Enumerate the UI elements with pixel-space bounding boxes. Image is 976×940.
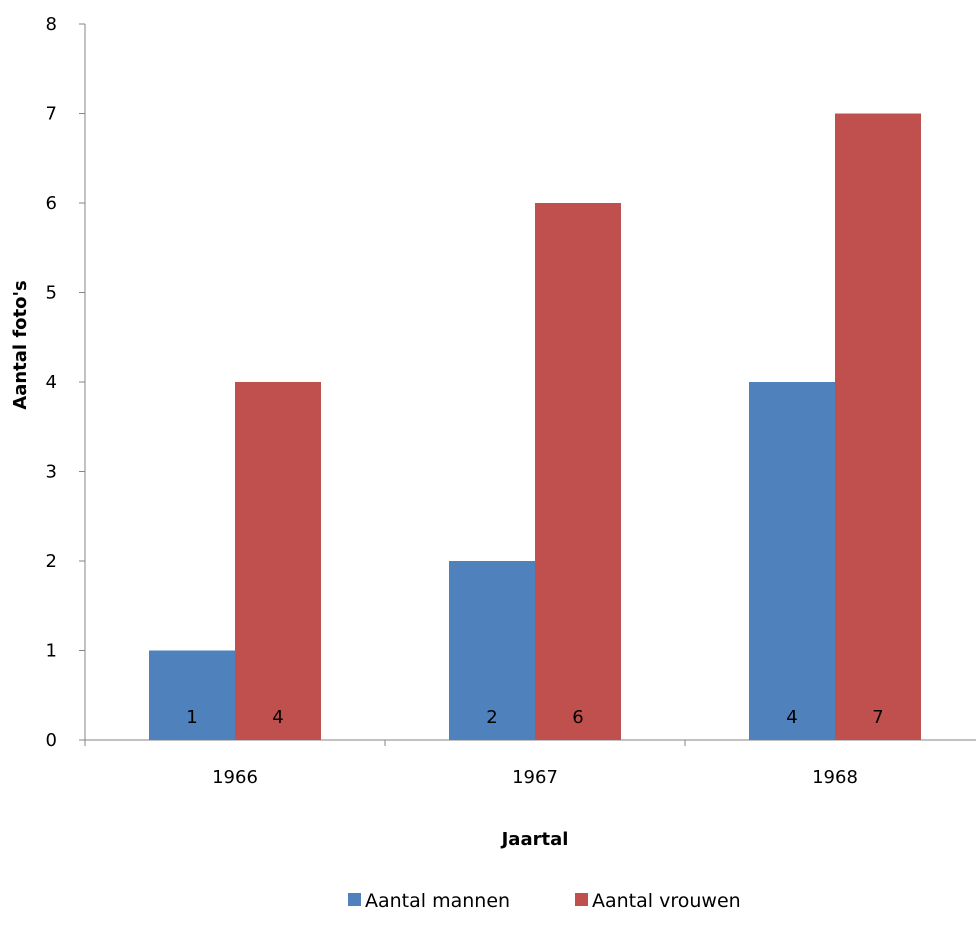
y-tick-label: 0 — [46, 730, 57, 751]
data-label: 7 — [872, 707, 883, 728]
x-tick-label: 1968 — [812, 767, 858, 788]
bar-mannen-1967 — [449, 561, 535, 740]
y-tick-label: 1 — [46, 641, 57, 662]
y-tick-label: 3 — [46, 462, 57, 483]
bar-vrouwen-1967 — [535, 203, 621, 740]
y-tick-label: 4 — [46, 372, 57, 393]
y-tick-label: 7 — [46, 104, 57, 125]
legend-label: Aantal vrouwen — [592, 890, 741, 912]
data-label: 1 — [186, 707, 197, 728]
data-label: 4 — [272, 707, 283, 728]
y-tick-label: 5 — [46, 283, 57, 304]
y-tick-label: 2 — [46, 551, 57, 572]
bar-vrouwen-1966 — [235, 382, 321, 740]
chart-data-labels: 1 2 4 4 6 7 — [186, 707, 883, 728]
y-tick-label: 6 — [46, 193, 57, 214]
bar-vrouwen-1968 — [835, 113, 921, 740]
chart-legend: Aantal mannen Aantal vrouwen — [348, 890, 741, 912]
legend-swatch — [348, 893, 361, 906]
bar-mannen-1968 — [749, 382, 835, 740]
data-label: 2 — [486, 707, 497, 728]
bar-mannen-1966 — [149, 650, 235, 740]
x-tick-label: 1966 — [212, 767, 258, 788]
x-tick-label: 1967 — [512, 767, 558, 788]
x-axis-title: Jaartal — [500, 829, 569, 850]
legend-label: Aantal mannen — [365, 890, 510, 912]
y-axis-title: Aantal foto's — [10, 280, 31, 409]
chart-bars — [149, 113, 921, 740]
y-tick-label: 8 — [46, 14, 57, 35]
data-label: 4 — [786, 707, 797, 728]
data-label: 6 — [572, 707, 583, 728]
legend-swatch — [575, 893, 588, 906]
